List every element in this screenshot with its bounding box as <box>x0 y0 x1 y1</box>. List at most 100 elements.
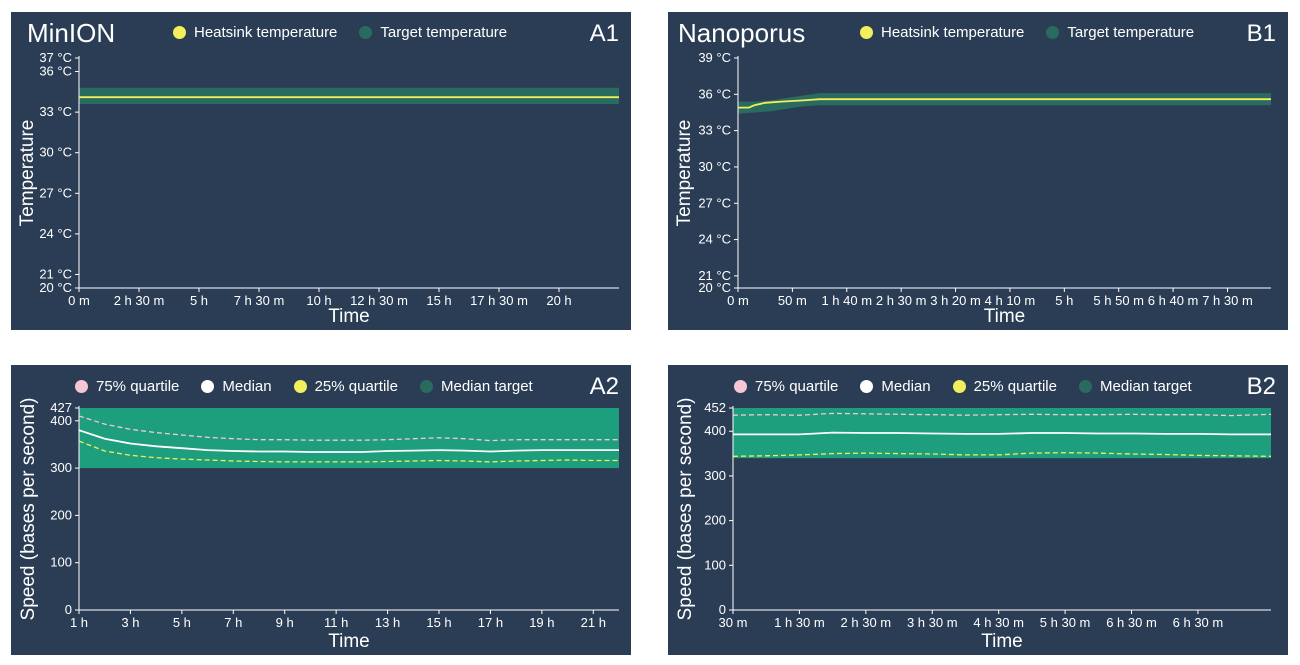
y-tick-label: 300 <box>704 468 726 483</box>
legend-label: 75% quartile <box>755 378 839 395</box>
y-tick-label: 20 °C <box>698 280 731 295</box>
legend-label: Median target <box>440 378 533 395</box>
y-axis-label: Speed (bases per second) <box>18 398 39 621</box>
x-tick-label: 10 h <box>306 293 331 308</box>
legend-item: Target temperature <box>1046 24 1194 41</box>
chart-svg-b2: 0 100 200 300 400 452 30 m 1 h 30 m 2 h 30 m 3 h … <box>675 398 1272 652</box>
chart-panel-a2: 0 100 200 300 400 427 1 h 3 h 5 h 7 h 9 h 11 h 13 h 1… <box>11 365 631 655</box>
legend-marker <box>734 380 747 393</box>
series-line-25-quartile <box>732 452 1272 457</box>
legend-item: 25% quartile <box>293 378 398 395</box>
y-tick-label: 200 <box>704 513 726 528</box>
chart-legend: 75% quartile Median 25% quartile Median … <box>75 378 555 395</box>
x-tick-label: 20 h <box>546 293 571 308</box>
legend-label: Heatsink temperature <box>194 24 338 41</box>
legend-label: Median <box>881 378 931 395</box>
series-line-25-quartile <box>78 440 619 463</box>
y-tick-label: 27 °C <box>39 185 72 200</box>
target-band <box>738 93 1271 114</box>
y-tick-label: 21 °C <box>39 266 72 281</box>
legend-marker <box>173 26 186 39</box>
y-tick-label: 200 <box>50 507 72 522</box>
legend-label: Heatsink temperature <box>881 24 1025 41</box>
legend-item: Heatsink temperature <box>173 24 337 41</box>
y-tick-label: 27 °C <box>698 195 731 210</box>
panel-tag: B1 <box>1246 20 1276 47</box>
chart-svg-a1: 20 °C21 °C 24 °C 27 °C 30 °C 33 °C 36 °C37 °C… <box>17 50 619 327</box>
x-axis-label: Time <box>328 631 370 652</box>
y-tick-label: 0 <box>65 602 72 617</box>
x-tick-label: 0 m <box>727 293 749 308</box>
chart-panel-a1: 20 °C 21 °C 24 °C 27 °C 30 °C 33 °C 36 °C 37 °C… <box>11 12 631 330</box>
x-tick-label: 17 h 30 m <box>470 293 528 308</box>
y-tick-label: 30 °C <box>39 145 72 160</box>
y-tick-label: 24 °C <box>39 226 72 241</box>
x-tick-label: 1 h <box>70 615 88 630</box>
legend-label: 25% quartile <box>973 378 1057 395</box>
y-tick-label: 36 °C <box>39 64 72 79</box>
x-tick-label: 12 h 30 m <box>350 293 408 308</box>
y-tick-label: 20 °C <box>39 280 72 295</box>
x-tick-label: 11 h <box>324 615 348 630</box>
legend-item: Heatsink temperature <box>860 24 1024 41</box>
series-line-75-quartile <box>732 412 1272 417</box>
legend-item: Median target <box>1078 378 1192 395</box>
x-tick-label: 7 h 30 m <box>1202 293 1253 308</box>
y-tick-label: 0 <box>719 602 726 617</box>
series-line-75-quartile <box>78 415 619 442</box>
legend-item: 25% quartile <box>952 378 1057 395</box>
x-tick-label: 7 h <box>224 615 242 630</box>
series-line-heatsink-temperature <box>738 98 1271 109</box>
x-tick-label: 5 h <box>173 615 191 630</box>
y-tick-label: 36 °C <box>698 86 731 101</box>
legend-marker <box>1046 26 1060 39</box>
legend-item: Median <box>860 378 931 395</box>
x-tick-label: 5 h 30 m <box>1040 615 1091 630</box>
legend-marker <box>860 380 874 393</box>
legend-marker <box>860 26 873 39</box>
y-tick-label: 21 °C <box>698 268 731 283</box>
x-axis-label: Time <box>981 631 1023 652</box>
x-tick-label: 2 h 30 m <box>876 293 927 308</box>
y-tick-label: 400 <box>704 423 726 438</box>
legend-item: Median <box>201 378 272 395</box>
panel-tag: A1 <box>589 20 619 47</box>
x-tick-label: 6 h 30 m <box>1106 615 1157 630</box>
x-tick-label: 5 h <box>190 293 208 308</box>
x-tick-label: 0 m <box>68 293 90 308</box>
x-tick-label: 5 h 50 m <box>1093 293 1144 308</box>
x-tick-label: 4 h 30 m <box>973 615 1024 630</box>
x-tick-label: 19 h <box>529 615 554 630</box>
x-tick-label: 21 h <box>581 615 606 630</box>
legend-marker <box>1078 380 1092 393</box>
chart-title: Nanoporus <box>678 18 806 48</box>
legend-label: Median target <box>1099 378 1192 395</box>
chart-title: MinION <box>27 18 116 48</box>
target-band <box>79 408 619 469</box>
x-tick-label: 5 h <box>1055 293 1073 308</box>
x-tick-label: 15 h <box>426 293 451 308</box>
x-tick-label: 3 h <box>121 615 139 630</box>
x-tick-label: 6 h 40 m <box>1148 293 1199 308</box>
chart-svg-b1: 20 °C21 °C 24 °C 27 °C 30 °C 33 °C 36 °C 39 °C… <box>674 50 1271 327</box>
x-tick-label: 2 h 30 m <box>114 293 165 308</box>
legend-item: 75% quartile <box>75 378 179 395</box>
y-tick-label: 33 °C <box>39 104 72 119</box>
chart-panel-b1: 20 °C 21 °C 24 °C 27 °C 30 °C 33 °C 36 °C 39 °C… <box>668 12 1288 330</box>
x-tick-label: 7 h 30 m <box>234 293 285 308</box>
legend-marker <box>201 380 215 393</box>
x-tick-label: 13 h <box>375 615 400 630</box>
panel-tag: B2 <box>1246 373 1276 400</box>
x-tick-label: 50 m <box>778 293 807 308</box>
legend-label: Median <box>222 378 272 395</box>
series-line-median <box>78 429 619 453</box>
x-axis-label: Time <box>984 306 1026 327</box>
x-tick-label: 17 h <box>478 615 503 630</box>
x-tick-label: 9 h <box>276 615 294 630</box>
panel-tag: A2 <box>589 373 619 400</box>
x-tick-label: 4 h 10 m <box>985 293 1036 308</box>
y-tick-label: 39 °C <box>698 50 731 65</box>
legend-label: 25% quartile <box>314 378 398 395</box>
legend-marker <box>952 380 966 393</box>
